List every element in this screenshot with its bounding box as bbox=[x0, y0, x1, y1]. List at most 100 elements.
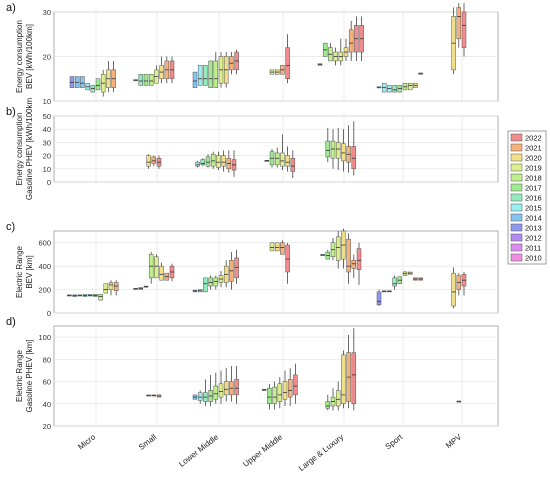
legend-label: 2021 bbox=[525, 144, 542, 153]
box-plot bbox=[285, 155, 290, 167]
y-tick-label: 400 bbox=[38, 262, 51, 271]
box-plot bbox=[208, 60, 213, 88]
box-plot bbox=[98, 294, 103, 301]
y-tick-label: 60 bbox=[43, 378, 51, 387]
legend-swatch bbox=[510, 223, 523, 232]
box-plot bbox=[221, 155, 226, 167]
x-tick-label: Micro bbox=[76, 432, 97, 451]
y-tick-label: 100 bbox=[38, 333, 51, 342]
box-plot bbox=[392, 277, 397, 287]
y-axis-label: BEV [kWh/100km] bbox=[25, 24, 34, 89]
box-plot bbox=[223, 381, 229, 396]
box-plot bbox=[197, 392, 203, 401]
box-plot bbox=[210, 154, 216, 167]
legend-label: 2012 bbox=[525, 234, 542, 243]
legend-swatch bbox=[510, 233, 523, 242]
box-plot bbox=[192, 71, 198, 88]
box-plot bbox=[280, 242, 285, 255]
legend-label: 2014 bbox=[525, 214, 542, 223]
panel-label: b) bbox=[6, 106, 16, 118]
y-axis-label: Electric Range bbox=[15, 245, 24, 298]
legend-swatch bbox=[510, 203, 523, 212]
box-plot bbox=[325, 140, 331, 158]
y-axis-label: BEV [km] bbox=[25, 255, 34, 288]
box-plot bbox=[148, 74, 154, 86]
box-plot bbox=[351, 260, 357, 269]
box-plot bbox=[154, 256, 159, 279]
box-plot bbox=[335, 236, 341, 261]
legend-label: 2018 bbox=[525, 174, 542, 183]
box-plot bbox=[351, 352, 357, 405]
box-plot bbox=[351, 146, 357, 170]
y-axis-label: Energy consumption bbox=[15, 20, 24, 93]
box-plot bbox=[113, 282, 119, 291]
box-plot bbox=[203, 277, 208, 293]
y-tick-label: 30 bbox=[43, 138, 51, 147]
plot-area bbox=[53, 325, 499, 427]
box-plot bbox=[80, 76, 85, 88]
box-plot bbox=[216, 155, 221, 168]
box-plot bbox=[218, 383, 224, 398]
box-plot bbox=[272, 386, 277, 405]
y-tick-label: 40 bbox=[43, 125, 51, 134]
box-plot bbox=[274, 152, 280, 166]
y-tick-label: 600 bbox=[38, 239, 51, 248]
legend-swatch bbox=[510, 253, 523, 262]
y-tick-label: 30 bbox=[43, 8, 51, 17]
box-plot bbox=[143, 74, 149, 86]
legend-swatch bbox=[510, 133, 523, 142]
box-plot bbox=[392, 85, 397, 93]
box-plot bbox=[274, 242, 280, 252]
y-tick-label: 0 bbox=[47, 309, 51, 318]
y-axis-label: Gasoline PHEV [km] bbox=[25, 340, 34, 413]
y-axis-label: Energy consumption bbox=[15, 113, 24, 186]
legend-label: 2017 bbox=[525, 184, 542, 193]
box-plot bbox=[293, 374, 298, 396]
box-plot bbox=[213, 385, 219, 400]
legend-label: 2015 bbox=[525, 204, 542, 213]
box-plot bbox=[213, 277, 219, 287]
box-plot bbox=[330, 140, 336, 159]
x-tick-label: Lower Middle bbox=[177, 432, 220, 469]
box-plot bbox=[267, 387, 272, 405]
legend-swatch bbox=[510, 213, 523, 222]
legend-label: 2013 bbox=[525, 224, 542, 233]
y-tick-label: 20 bbox=[43, 152, 51, 161]
box-plot bbox=[461, 11, 467, 48]
legend-swatch bbox=[510, 243, 523, 252]
box-plot bbox=[451, 272, 456, 307]
legend-swatch bbox=[510, 183, 523, 192]
box-plot bbox=[290, 157, 296, 172]
legend-label: 2022 bbox=[525, 134, 542, 143]
y-tick-label: 10 bbox=[43, 165, 51, 174]
box-plot bbox=[376, 291, 382, 306]
box-plot bbox=[208, 277, 213, 287]
box-plot bbox=[203, 65, 208, 86]
y-tick-label: 20 bbox=[43, 53, 51, 62]
box-plot bbox=[200, 159, 206, 166]
box-plot bbox=[282, 381, 288, 400]
box-plot bbox=[277, 383, 283, 402]
box-plot bbox=[456, 7, 462, 39]
box-plot bbox=[213, 60, 219, 88]
box-plot bbox=[195, 161, 200, 167]
panel-label: c) bbox=[6, 221, 15, 233]
plot-area bbox=[53, 115, 499, 183]
box-plot bbox=[341, 143, 346, 162]
x-tick-label: Small bbox=[137, 432, 158, 452]
box-plot bbox=[348, 29, 354, 53]
legend-swatch bbox=[510, 153, 523, 162]
panel-label: d) bbox=[6, 316, 16, 328]
box-plot bbox=[205, 156, 211, 167]
legend-label: 2020 bbox=[525, 154, 542, 163]
box-plot bbox=[197, 65, 203, 86]
box-plot bbox=[285, 47, 290, 79]
x-tick-label: MPV bbox=[444, 432, 464, 450]
box-plot bbox=[407, 82, 413, 91]
x-tick-label: Sport bbox=[384, 432, 405, 451]
y-axis-label: Gasoline PHEV [kWh/100km bbox=[25, 98, 34, 201]
y-tick-label: 0 bbox=[47, 178, 51, 187]
box-plot bbox=[335, 390, 341, 407]
box-plot bbox=[280, 152, 285, 167]
